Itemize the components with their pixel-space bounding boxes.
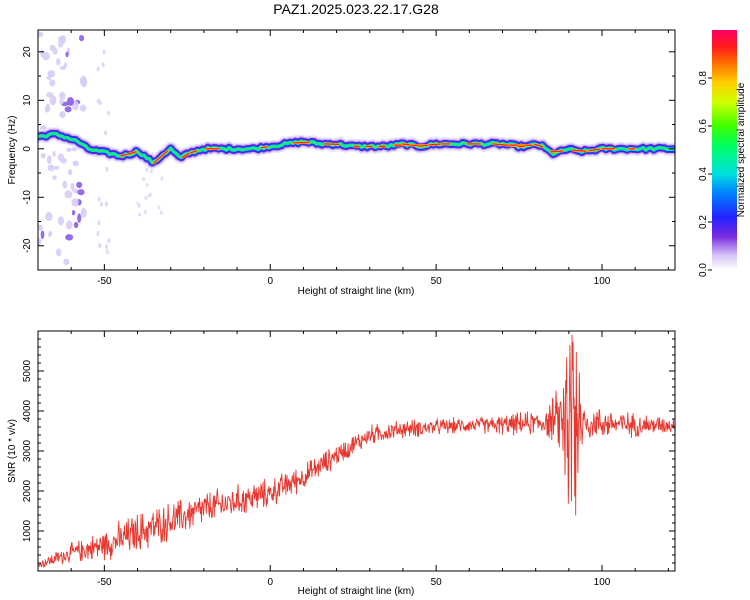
snr-x-tick-label: 50 [431, 577, 443, 588]
snr-y-tick-label: 2000 [22, 479, 33, 502]
spectrogram-x-tick-label: 0 [267, 276, 273, 287]
spectrogram-x-label: Height of straight line (km) [298, 286, 415, 297]
snr-x-tick-label: 0 [267, 577, 273, 588]
spectrogram-ticks: -50 0 50 100 -20 -10 0 10 20 [22, 30, 675, 287]
spectrogram-y-tick-label: -10 [22, 190, 33, 205]
snr-panel: -50 0 50 100 1000 2000 3000 4000 5000 Height of … [7, 330, 676, 597]
colorbar-tick-label: 0.8 [698, 71, 709, 85]
snr-x-tick-label: 100 [594, 577, 611, 588]
colorbar-tick-label: 0.0 [698, 263, 709, 277]
snr-y-tick-label: 4000 [22, 399, 33, 422]
spectrogram-y-tick-label: 20 [22, 46, 33, 58]
spectrogram-x-tick-label: 50 [431, 276, 443, 287]
spectrogram-y-tick-label: 0 [22, 146, 33, 152]
colorbar: 0.0 0.2 0.4 0.6 0.8 Normalized spectral ampl… [698, 30, 747, 277]
spectrogram-x-tick-label: 100 [594, 276, 611, 287]
colorbar-gradient [712, 30, 737, 270]
colorbar-tick-label: 0.2 [698, 215, 709, 229]
ridge-hot-segments [119, 141, 636, 165]
colorbar-tick-label: 0.4 [698, 167, 709, 181]
snr-ticks: -50 0 50 100 1000 2000 3000 4000 5000 [22, 331, 675, 588]
snr-x-label: Height of straight line (km) [298, 586, 415, 597]
snr-y-tick-label: 1000 [22, 519, 33, 542]
snr-series-line [38, 334, 675, 568]
colorbar-ticks: 0.0 0.2 0.4 0.6 0.8 [698, 71, 712, 277]
colorbar-label: Normalized spectral amplitude [736, 82, 747, 217]
chart-title: PAZ1.2025.023.22.17.G28 [273, 1, 439, 17]
spectrogram-data [38, 31, 675, 266]
colorbar-tick-label: 0.6 [698, 119, 709, 133]
spectrogram-panel: -50 0 50 100 -20 -10 0 10 20 Height of straight … [7, 29, 676, 297]
spectrogram-y-tick-label: -20 [22, 238, 33, 253]
snr-x-tick-label: -50 [97, 577, 112, 588]
snr-y-label: SNR (10 * v/v) [7, 419, 18, 483]
snr-y-tick-label: 3000 [22, 439, 33, 462]
spectrogram-y-label: Frequency (Hz) [7, 116, 18, 185]
spectrogram-frame [37, 29, 676, 271]
spectrogram-x-tick-label: -50 [97, 276, 112, 287]
snr-y-tick-label: 5000 [22, 359, 33, 382]
spectrogram-y-tick-label: 10 [22, 94, 33, 106]
snr-frame [37, 330, 676, 572]
snr-data [38, 334, 675, 568]
